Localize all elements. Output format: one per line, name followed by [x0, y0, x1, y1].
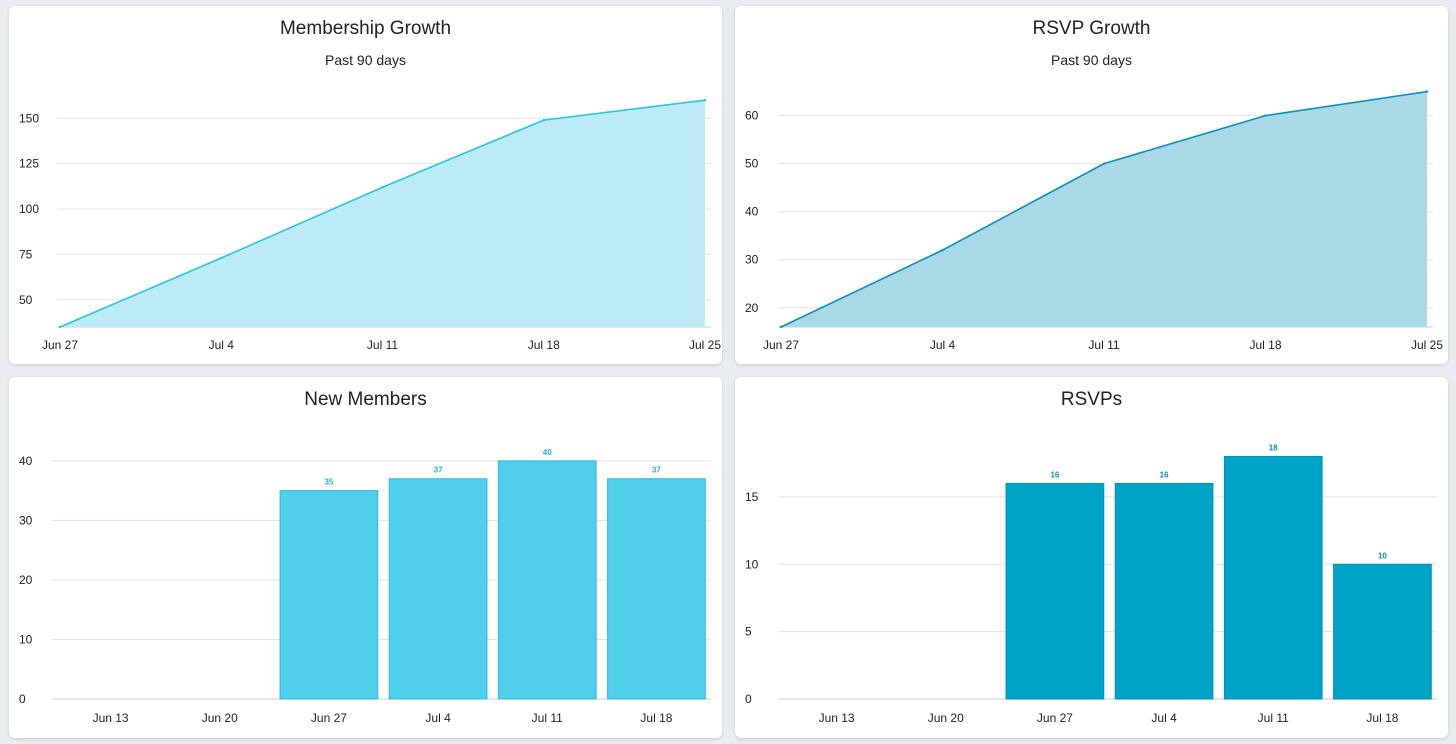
membership-growth-subtitle: Past 90 days	[325, 52, 406, 68]
rsvps-chart: 0 5 10 15 Jun 13 Jun 20 16 Jun 27 16 Jul 4 18 Jul 1…	[745, 443, 1437, 725]
new-members-x-tick-label: Jul 11	[532, 711, 563, 725]
membership-growth-data-point	[542, 118, 545, 122]
rsvp-growth-data-point	[941, 248, 944, 252]
rsvps-bar	[1223, 455, 1323, 700]
membership-growth-x-tick-label: Jul 11	[367, 338, 398, 352]
new-members-y-tick-label: 30	[19, 513, 33, 527]
new-members-x-tick-label: Jun 13	[93, 711, 129, 725]
membership-growth-card: Membership Growth Past 90 days 50 75 100 12…	[9, 6, 722, 364]
new-members-data-label: 37	[434, 466, 443, 475]
new-members-data-label: 37	[652, 466, 661, 475]
rsvps-x-tick-label: Jun 20	[928, 711, 964, 725]
membership-growth-title: Membership Growth	[279, 18, 452, 39]
membership-growth-chart: 50 75 100 125 150 Jun 27 Jul 4 Jul 11 Jul 18 Jul …	[19, 98, 721, 352]
rsvp-growth-data-point	[1425, 90, 1429, 93]
rsvps-bar	[1005, 482, 1105, 700]
rsvps-x-tick-label: Jul 11	[1258, 711, 1289, 725]
new-members-data-label: 35	[324, 478, 333, 487]
rsvps-y-tick-label: 10	[745, 557, 759, 571]
new-members-x-tick-label: Jul 18	[640, 711, 672, 725]
rsvps-y-tick-label: 0	[745, 692, 752, 706]
new-members-x-tick-label: Jun 27	[311, 711, 347, 725]
new-members-bar	[279, 490, 379, 700]
rsvp-growth-y-tick-label: 50	[745, 157, 759, 171]
rsvp-growth-subtitle: Past 90 days	[1051, 52, 1132, 68]
rsvps-data-label: 18	[1269, 443, 1278, 452]
new-members-y-tick-label: 0	[19, 692, 26, 706]
membership-growth-area-fill	[60, 100, 705, 327]
new-members-bar	[497, 460, 597, 700]
new-members-bar	[607, 478, 706, 700]
rsvps-card: RSVPs 0 5 10 15 Jun 13 Jun 20 16 Jun 27 16 Jul 4 1…	[735, 377, 1448, 738]
new-members-chart: 0 10 20 30 40 Jun 13 Jun 20 35 Jun 27 37 Jul 4 40 Ju…	[19, 448, 711, 725]
new-members-y-tick-label: 20	[19, 573, 33, 587]
new-members-bar	[388, 478, 488, 700]
rsvp-growth-y-tick-label: 20	[745, 301, 759, 315]
new-members-x-tick-label: Jun 20	[202, 711, 238, 725]
rsvp-growth-y-tick-label: 30	[745, 253, 759, 267]
membership-growth-data-point	[381, 186, 384, 189]
rsvps-y-tick-label: 15	[745, 490, 759, 504]
rsvp-growth-data-point	[1102, 162, 1106, 165]
rsvps-x-tick-label: Jul 4	[1151, 711, 1177, 725]
membership-growth-x-tick-label: Jul 25	[689, 338, 721, 352]
membership-growth-data-point	[220, 256, 223, 260]
new-members-y-tick-label: 10	[19, 632, 33, 646]
new-members-y-tick-label: 40	[19, 454, 33, 468]
rsvp-growth-x-tick-label: Jun 27	[763, 338, 799, 352]
rsvp-growth-y-tick-label: 40	[745, 205, 759, 219]
rsvp-growth-card: RSVP Growth Past 90 days 20 30 40 50 60 Jun 2…	[735, 6, 1448, 364]
rsvps-bar	[1333, 563, 1432, 700]
rsvps-title: RSVPs	[1060, 389, 1123, 410]
new-members-card: New Members 0 10 20 30 40 Jun 13 Jun 20 35 Jun 2…	[9, 377, 722, 738]
rsvp-growth-title: RSVP Growth	[1032, 18, 1151, 39]
rsvp-growth-data-point	[1264, 114, 1267, 117]
rsvps-data-label: 16	[1160, 470, 1169, 479]
rsvp-growth-area-fill	[781, 91, 1427, 327]
rsvps-data-label: 10	[1378, 551, 1387, 560]
rsvps-x-tick-label: Jun 13	[819, 711, 855, 725]
rsvp-growth-x-tick-label: Jul 4	[930, 338, 956, 352]
membership-growth-y-tick-label: 125	[19, 157, 39, 171]
membership-growth-y-tick-label: 150	[19, 111, 39, 125]
new-members-title: New Members	[304, 389, 427, 410]
membership-growth-x-tick-label: Jun 27	[42, 338, 78, 352]
rsvp-growth-x-tick-label: Jul 11	[1088, 338, 1119, 352]
new-members-x-tick-label: Jul 4	[425, 711, 451, 725]
membership-growth-y-tick-label: 50	[19, 293, 33, 307]
rsvps-x-tick-label: Jun 27	[1037, 711, 1073, 725]
membership-growth-y-tick-label: 100	[19, 202, 39, 216]
membership-growth-data-point	[703, 98, 707, 102]
rsvp-growth-x-tick-label: Jul 25	[1411, 338, 1443, 352]
rsvps-data-label: 16	[1050, 470, 1059, 479]
rsvps-x-tick-label: Jul 18	[1366, 711, 1398, 725]
rsvp-growth-chart: 20 30 40 50 60 Jun 27 Jul 4 Jul 11 Jul 18 Jul 25	[745, 90, 1443, 352]
membership-growth-x-tick-label: Jul 18	[528, 338, 560, 352]
rsvps-y-tick-label: 5	[745, 625, 752, 639]
rsvp-growth-data-point	[779, 325, 783, 329]
rsvp-growth-y-tick-label: 60	[745, 109, 759, 123]
membership-growth-data-point	[58, 325, 62, 329]
rsvps-bar	[1114, 482, 1214, 700]
membership-growth-y-tick-label: 75	[19, 247, 33, 261]
membership-growth-x-tick-label: Jul 4	[209, 338, 235, 352]
rsvp-growth-x-tick-label: Jul 18	[1249, 338, 1281, 352]
new-members-data-label: 40	[543, 448, 552, 457]
